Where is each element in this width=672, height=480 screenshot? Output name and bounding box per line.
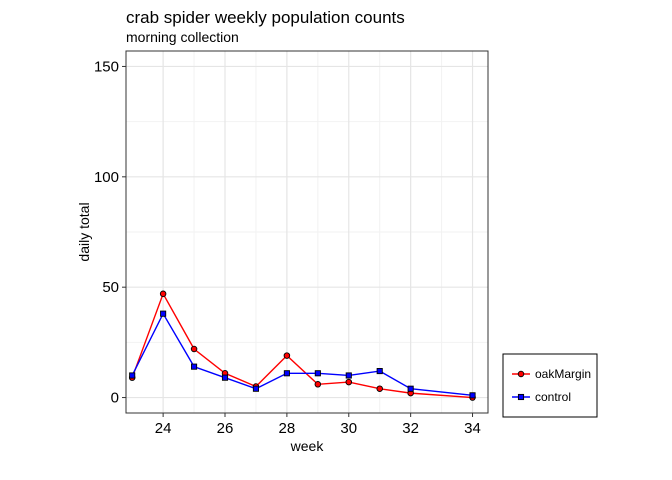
legend-marker-control — [517, 393, 525, 401]
series-layer — [128, 290, 476, 401]
chart-subtitle: morning collection — [126, 29, 239, 45]
data-point-control — [283, 370, 290, 377]
data-point-oakmargin — [345, 378, 353, 386]
data-point-control — [376, 368, 383, 375]
x-tick-label: 26 — [217, 420, 234, 437]
series-control — [129, 310, 476, 399]
y-axis: 0 50 100 150 — [94, 58, 126, 407]
data-point-control — [345, 372, 352, 379]
legend: oakMargin control — [502, 353, 598, 418]
grid-minor — [126, 51, 488, 413]
y-axis-label: daily total — [76, 202, 92, 261]
data-point-oakmargin — [159, 290, 167, 298]
data-point-control — [221, 374, 229, 381]
y-tick-label: 50 — [102, 279, 119, 296]
data-point-control — [252, 385, 259, 392]
y-tick-label: 100 — [94, 169, 119, 186]
legend-item-control: control — [512, 390, 571, 404]
data-point-oakmargin — [314, 381, 322, 388]
data-point-control — [160, 310, 167, 317]
legend-label-control: control — [535, 390, 571, 404]
x-axis: 24 26 28 30 32 34 — [155, 413, 481, 437]
data-point-control — [129, 372, 136, 379]
legend-item-oakmargin: oakMargin — [512, 367, 591, 381]
x-tick-label: 24 — [155, 420, 172, 437]
x-axis-label: week — [290, 438, 325, 454]
y-tick-label: 0 — [111, 390, 119, 407]
legend-label-oakmargin: oakMargin — [535, 367, 591, 381]
x-tick-label: 34 — [464, 420, 481, 437]
data-point-control — [407, 385, 414, 392]
data-point-oakmargin — [376, 385, 383, 392]
y-tick-label: 150 — [94, 58, 119, 75]
plot-border — [125, 50, 489, 414]
x-tick-label: 32 — [402, 420, 419, 437]
data-point-control — [314, 370, 321, 377]
data-point-oakmargin — [190, 345, 198, 353]
x-tick-label: 28 — [279, 420, 296, 437]
legend-box — [502, 353, 598, 418]
legend-marker-oakmargin — [517, 370, 525, 378]
data-point-control — [469, 392, 476, 399]
data-point-control — [191, 363, 198, 370]
x-tick-label: 30 — [340, 420, 357, 437]
chart-title: crab spider weekly population counts — [126, 8, 405, 27]
data-point-oakmargin — [283, 352, 291, 359]
